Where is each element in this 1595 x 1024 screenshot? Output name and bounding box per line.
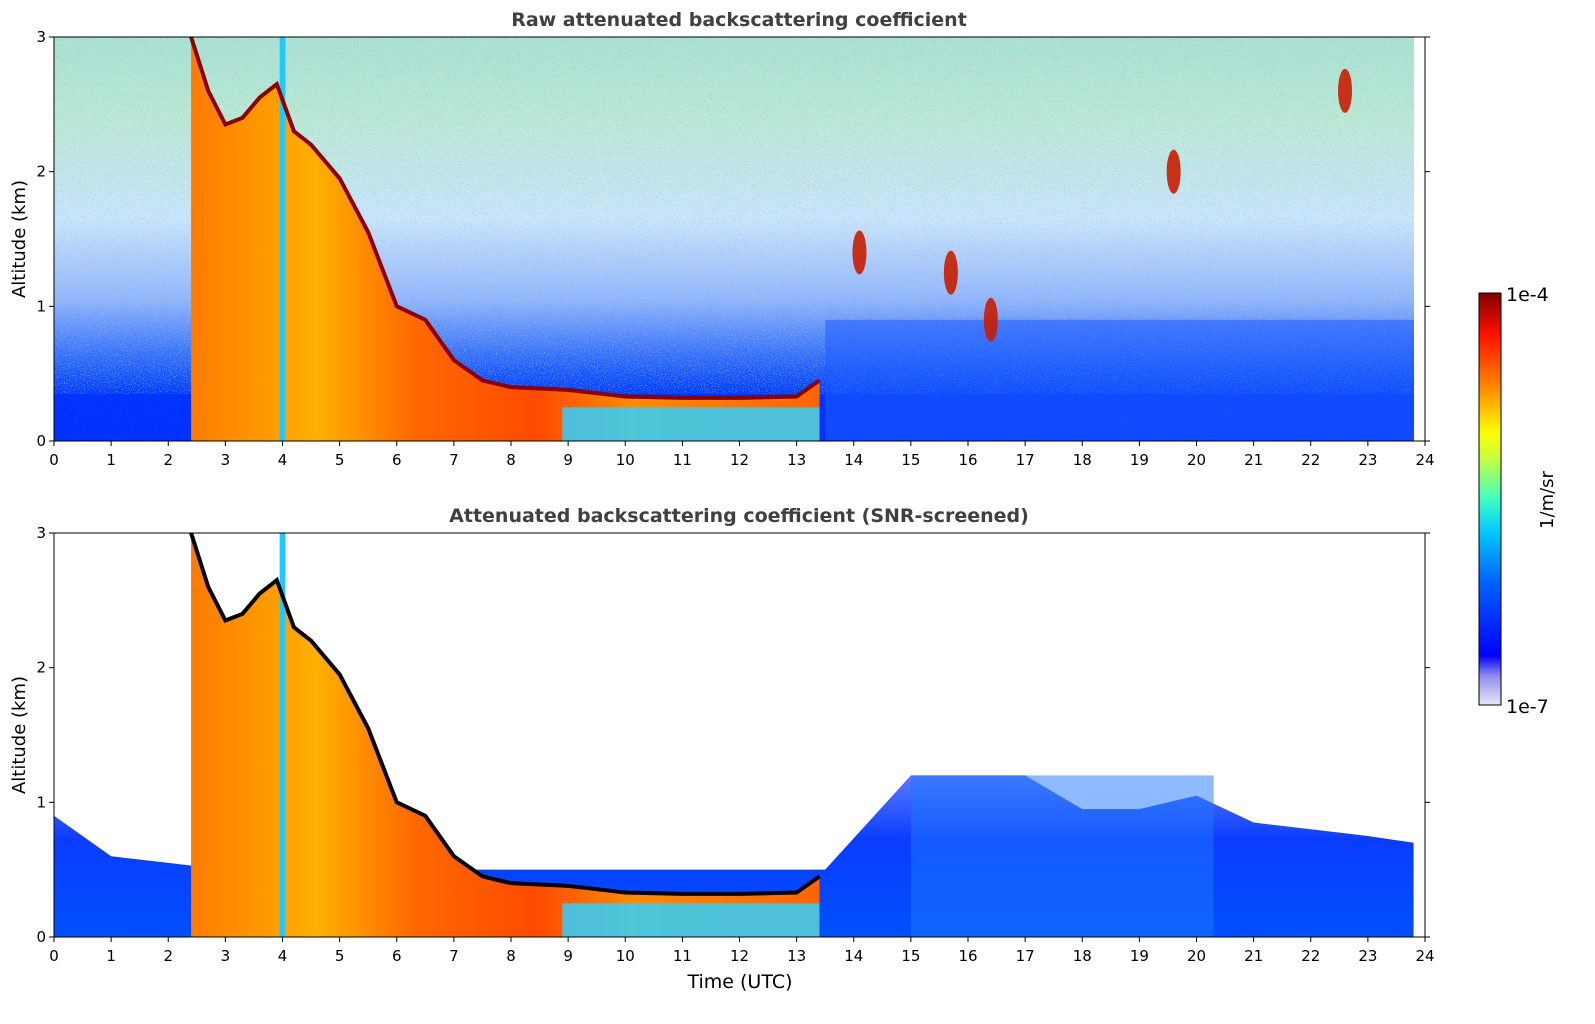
y-tick-label: 1	[36, 297, 46, 315]
x-tick-label: 22	[1301, 451, 1320, 469]
cirrus-patch	[943, 250, 958, 295]
x-tick-label: 12	[730, 451, 749, 469]
x-tick-label: 24	[1415, 451, 1434, 469]
stratocumulus-cloud	[191, 533, 820, 937]
x-tick-label: 7	[449, 947, 459, 965]
x-tick-label: 5	[335, 947, 345, 965]
x-tick-label: 21	[1244, 451, 1263, 469]
x-tick-label: 19	[1130, 947, 1149, 965]
x-tick-label: 8	[506, 947, 516, 965]
x-tick-label: 10	[616, 947, 635, 965]
panel-raw: Raw attenuated backscattering coefficien…	[9, 9, 1435, 469]
panel-screened-ticks: 0 1 2 3 4 5 6 7 8 9 10 11 12 13 14 15 16 17 18 19 20 21 22 23 24…	[36, 524, 1434, 965]
x-tick-label: 18	[1073, 947, 1092, 965]
y-tick-label: 2	[36, 163, 46, 181]
x-tick-label: 18	[1073, 451, 1092, 469]
x-tick-label: 11	[673, 947, 692, 965]
colorbar-max-label: 1e-4	[1506, 284, 1549, 306]
x-tick-label: 16	[958, 451, 977, 469]
colorbar-min-label: 1e-7	[1506, 696, 1549, 718]
colorbar-unit-label: 1/m/sr	[1537, 470, 1558, 528]
panel-raw-ylabel: Altitude (km)	[9, 180, 30, 298]
panel-screened-heatmap	[54, 533, 1414, 937]
x-tick-label: 2	[163, 947, 173, 965]
y-tick-label: 3	[36, 28, 46, 46]
x-tick-label: 2	[163, 451, 173, 469]
panel-screened-ylabel: Altitude (km)	[9, 676, 30, 794]
x-tick-label: 19	[1130, 451, 1149, 469]
x-tick-label: 6	[392, 451, 402, 469]
panel-screened: Attenuated backscattering coefficient (S…	[9, 505, 1435, 993]
x-tick-label: 22	[1301, 947, 1320, 965]
y-tick-label: 3	[36, 524, 46, 542]
x-tick-label: 23	[1358, 947, 1377, 965]
cloud-top-line	[189, 37, 821, 400]
x-tick-label: 6	[392, 947, 402, 965]
instrument-gap-stripe	[279, 533, 286, 937]
cirrus-patch	[852, 230, 867, 275]
y-tick-label: 1	[36, 793, 46, 811]
panel-screened-title: Attenuated backscattering coefficient (S…	[449, 505, 1029, 527]
x-tick-label: 20	[1187, 451, 1206, 469]
cirrus-patch	[983, 297, 998, 342]
afternoon-aerosol-band	[825, 319, 1414, 441]
x-tick-label: 10	[616, 451, 635, 469]
x-tick-label: 15	[901, 451, 920, 469]
x-tick-label: 13	[787, 947, 806, 965]
panel-raw-heatmap	[54, 37, 1414, 441]
stratocumulus-cloud	[191, 37, 820, 441]
x-tick-label: 8	[506, 451, 516, 469]
y-tick-label: 0	[36, 928, 46, 946]
cloud-top-line	[189, 533, 821, 896]
x-tick-label: 24	[1415, 947, 1434, 965]
x-tick-label: 3	[221, 947, 231, 965]
x-tick-label: 5	[335, 451, 345, 469]
x-tick-label: 14	[844, 947, 863, 965]
x-tick-label: 3	[221, 451, 231, 469]
y-tick-label: 0	[36, 432, 46, 450]
x-tick-label: 9	[563, 947, 573, 965]
colorbar: 1e-4 1e-7 1/m/sr	[1478, 284, 1558, 718]
x-tick-label: 1	[106, 451, 116, 469]
colorbar-gradient	[1478, 292, 1502, 706]
x-tick-label: 0	[49, 947, 59, 965]
x-tick-label: 13	[787, 451, 806, 469]
x-tick-label: 4	[278, 947, 288, 965]
x-tick-label: 4	[278, 451, 288, 469]
x-tick-label: 17	[1016, 451, 1035, 469]
cirrus-patch	[1166, 149, 1181, 194]
panel-screened-xlabel: Time (UTC)	[686, 971, 792, 993]
instrument-gap-stripe	[279, 37, 286, 441]
x-tick-label: 20	[1187, 947, 1206, 965]
x-tick-label: 7	[449, 451, 459, 469]
x-tick-label: 17	[1016, 947, 1035, 965]
x-tick-label: 15	[901, 947, 920, 965]
attenuated-region	[562, 903, 820, 937]
x-tick-label: 21	[1244, 947, 1263, 965]
y-tick-label: 2	[36, 659, 46, 677]
panel-raw-ticks: 0 1 2 3 4 5 6 7 8 9 10 11 12 13 14 15 16 17 18 19 20 21 22 23 24…	[36, 28, 1434, 469]
x-tick-label: 11	[673, 451, 692, 469]
x-tick-label: 0	[49, 451, 59, 469]
x-tick-label: 1	[106, 947, 116, 965]
afternoon-aerosol-band	[910, 775, 1214, 937]
x-tick-label: 23	[1358, 451, 1377, 469]
cirrus-patch	[1338, 68, 1353, 113]
x-tick-label: 14	[844, 451, 863, 469]
x-tick-label: 12	[730, 947, 749, 965]
x-tick-label: 16	[958, 947, 977, 965]
attenuated-region	[562, 407, 820, 441]
x-tick-label: 9	[563, 451, 573, 469]
panel-raw-title: Raw attenuated backscattering coefficien…	[511, 9, 967, 31]
